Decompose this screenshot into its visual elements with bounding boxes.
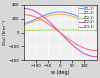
Z(1,2) [56,14,57,15]
Z(3,3) [72,41,73,42]
Line: Z(1,2): Z(1,2) [24,14,96,25]
Z(1,2) [72,16,73,17]
Z(1,1) [59,11,61,12]
Z(3,3) [96,50,97,51]
Z(3,3) [78,45,79,46]
Z(1,1) [72,14,73,15]
Z(2,1) [72,29,73,30]
Z(2,2) [72,44,73,45]
Z(2,1) [56,29,57,30]
Z(1,2) [42,18,43,19]
Z(2,1) [23,30,24,31]
Z(1,2) [23,24,24,25]
Z(2,1) [36,30,37,31]
Z(2,2) [42,15,43,16]
Legend: Z(1,1), Z(1,2), Z(2,1), Z(2,2), Z(3,3): Z(1,1), Z(1,2), Z(2,1), Z(2,2), Z(3,3) [78,6,96,30]
Z(2,1) [66,29,67,30]
Z(2,2) [36,12,37,13]
Z(1,1) [66,12,67,13]
Z(3,3) [36,17,37,18]
Z(1,1) [96,23,97,24]
Z(2,1) [96,30,97,31]
Z(2,1) [78,30,79,31]
Z(3,3) [42,20,43,21]
Z(1,2) [78,18,79,19]
Z(2,2) [96,56,97,57]
Z(3,3) [66,37,67,38]
Z(2,2) [23,8,24,9]
Z(1,1) [78,16,79,17]
Z(2,2) [66,39,67,40]
X-axis label: w (deg): w (deg) [51,69,69,74]
Z(1,1) [23,23,24,24]
Z(2,1) [42,30,43,31]
Z(3,3) [23,14,24,15]
Line: Z(3,3): Z(3,3) [24,15,96,51]
Z(1,2) [59,14,61,15]
Line: Z(2,2): Z(2,2) [24,8,96,57]
Z(3,3) [56,29,57,30]
Z(1,1) [56,12,57,13]
Line: Z(1,1): Z(1,1) [24,12,96,23]
Z(1,1) [36,18,37,19]
Z(2,1) [59,29,61,30]
Z(1,1) [42,16,43,17]
Z(2,2) [78,49,79,50]
Z(1,2) [36,20,37,21]
Z(1,2) [66,14,67,15]
Z(1,2) [96,24,97,25]
Y-axis label: Z(α) (N·m⁻¹): Z(α) (N·m⁻¹) [4,20,8,45]
